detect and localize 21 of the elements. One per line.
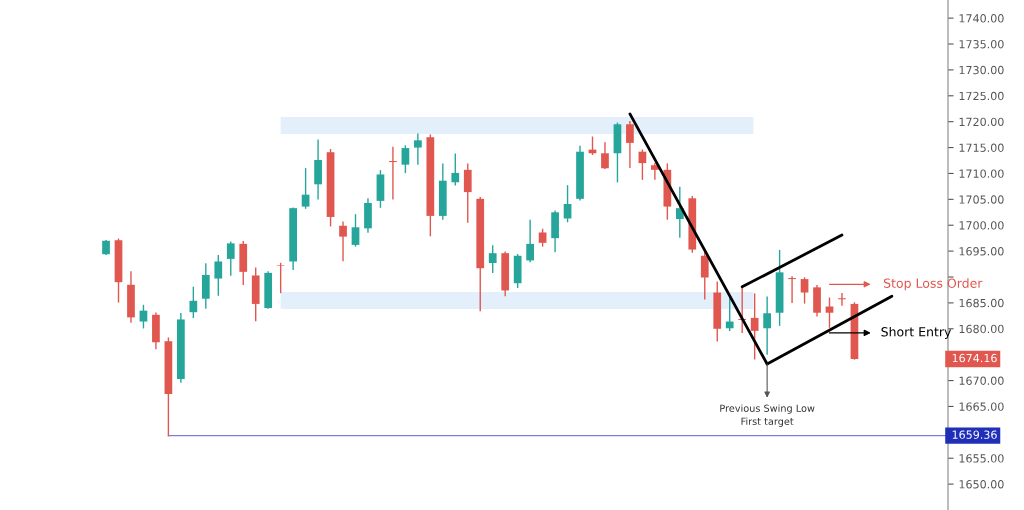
annotation: Stop Loss Order [883, 278, 983, 291]
y-tick-label: 1650.00 [959, 480, 1004, 489]
y-tick-label: 1720.00 [959, 117, 1004, 127]
y-tick-label: 1695.00 [959, 247, 1004, 256]
y-tick-label: 1735.00 [959, 39, 1004, 49]
y-tick-label: 1655.00 [959, 454, 1004, 463]
y-tick-label: 1685.00 [959, 298, 1004, 308]
y-tick-label: 1715.00 [959, 143, 1004, 152]
ref-line-label: 1659.36 [952, 430, 997, 439]
annotation: Previous Swing Low First target [720, 404, 815, 427]
y-tick-label: 1700.00 [959, 221, 1004, 230]
y-tick-label: 1670.00 [959, 376, 1004, 385]
annotation: Short Entry [881, 326, 952, 339]
y-tick-label: 1725.00 [959, 91, 1004, 101]
y-tick-label: 1705.00 [959, 195, 1004, 204]
text: 1674.16 [952, 353, 997, 363]
y-tick-label: 1680.00 [959, 324, 1004, 334]
y-tick-label: 1665.00 [959, 402, 1004, 411]
y-tick-label: 1730.00 [959, 65, 1004, 75]
y-tick-label: 1710.00 [959, 169, 1004, 178]
y-tick-label: 1740.00 [959, 14, 1004, 23]
